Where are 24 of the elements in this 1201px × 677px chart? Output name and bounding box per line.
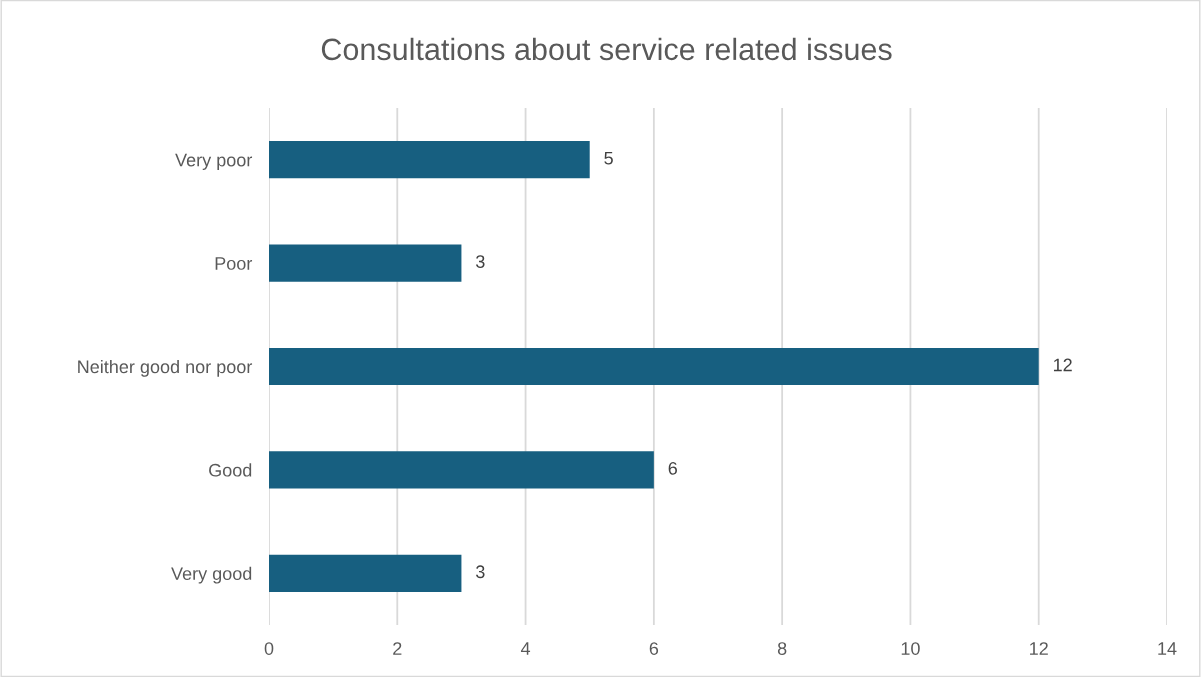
data-label: 12 <box>1053 358 1072 372</box>
data-label: 3 <box>476 255 485 268</box>
data-label: 5 <box>604 151 613 165</box>
y-tick-label: Very poor <box>175 153 253 170</box>
x-tick-label: 2 <box>393 642 402 655</box>
bar <box>269 554 462 592</box>
bar <box>269 451 654 489</box>
x-tick-label: 14 <box>1158 642 1177 655</box>
bar <box>269 244 462 282</box>
chart-title: Consultations about service related issues <box>321 37 892 61</box>
x-tick-label: 0 <box>264 642 274 655</box>
bar <box>269 347 1039 386</box>
y-tick-label: Good <box>209 463 252 477</box>
x-tick-label: 4 <box>520 642 531 655</box>
data-label: 6 <box>668 461 677 475</box>
x-tick-label: 12 <box>1030 642 1048 655</box>
x-tick-label: 10 <box>901 642 920 655</box>
bar <box>269 141 590 179</box>
data-label: 3 <box>476 565 485 579</box>
x-tick-label: 8 <box>777 642 787 655</box>
x-tick-label: 6 <box>649 642 659 655</box>
y-tick-label: Poor <box>215 257 253 270</box>
y-tick-label: Neither good nor poor <box>78 359 253 377</box>
y-tick-label: Very good <box>171 566 252 584</box>
